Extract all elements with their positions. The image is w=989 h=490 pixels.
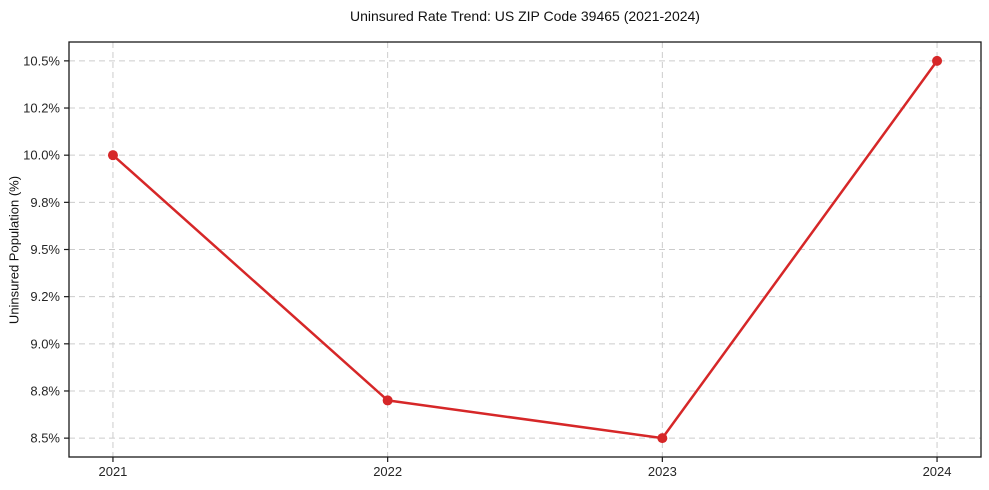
chart-title: Uninsured Rate Trend: US ZIP Code 39465 … (350, 8, 700, 24)
y-tick-label: 8.5% (30, 431, 60, 446)
y-tick-label: 10.5% (23, 53, 60, 68)
x-tick-label: 2023 (648, 464, 677, 479)
y-tick-label: 10.2% (23, 101, 60, 116)
plot-frame (68, 41, 982, 458)
x-tick-label: 2022 (373, 464, 402, 479)
y-tick-label: 9.2% (30, 289, 60, 304)
y-tick-label: 10.0% (23, 148, 60, 163)
x-tick-label: 2021 (98, 464, 127, 479)
data-point-2024 (932, 55, 943, 66)
data-point-2022 (382, 395, 393, 406)
trend-line (111, 59, 939, 440)
y-tick-label: 9.5% (30, 242, 60, 257)
data-point-2021 (107, 150, 118, 161)
data-point-2023 (657, 433, 668, 444)
x-tick-label: 2024 (923, 464, 952, 479)
y-tick-label: 9.0% (30, 336, 60, 351)
y-tick-label: 9.8% (30, 195, 60, 210)
y-tick-label: 8.8% (30, 383, 60, 398)
